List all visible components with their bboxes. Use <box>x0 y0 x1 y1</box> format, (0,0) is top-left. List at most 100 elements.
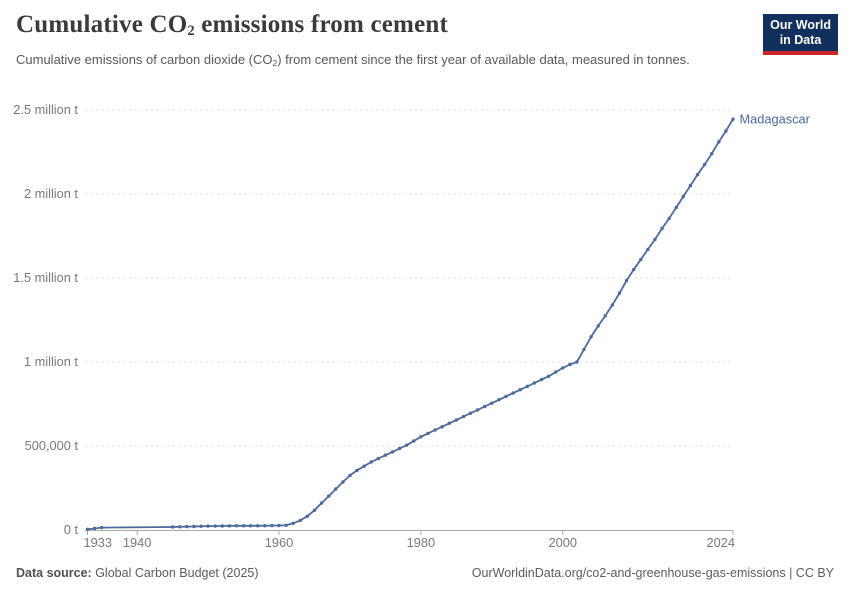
data-point-marker <box>454 418 459 422</box>
chart-title-subscript: 2 <box>187 23 195 40</box>
y-tick-label: 500,000 t <box>25 438 79 453</box>
chart-subtitle: Cumulative emissions of carbon dioxide (… <box>16 51 732 69</box>
y-tick-label: 2.5 million t <box>13 102 78 117</box>
data-point-marker <box>92 526 97 531</box>
data-point-marker <box>639 257 643 262</box>
chart-title: Cumulative CO2 emissions from cement <box>16 11 448 39</box>
data-point-marker <box>412 439 416 443</box>
series-markers <box>85 117 735 531</box>
data-point-marker <box>376 456 380 461</box>
chart-footer: Data source: Global Carbon Budget (2025)… <box>16 566 834 580</box>
x-tick-label: 1960 <box>265 535 293 550</box>
data-point-marker <box>440 425 444 429</box>
data-point-marker <box>390 450 395 454</box>
data-point-marker <box>397 446 402 451</box>
x-axis <box>85 530 734 535</box>
series-entity-label[interactable]: Madagascar <box>740 111 811 126</box>
data-point-marker <box>724 129 728 133</box>
y-tick-label: 0 t <box>64 522 79 537</box>
data-point-marker <box>681 194 685 199</box>
data-point-marker <box>532 381 537 385</box>
data-point-marker <box>695 173 700 177</box>
data-point-marker <box>241 524 246 528</box>
data-point-marker <box>646 247 650 252</box>
chart-title-text: Cumulative CO <box>16 11 188 38</box>
owid-logo[interactable]: Our World in Data <box>763 14 838 55</box>
data-point-marker <box>468 411 473 415</box>
data-point-marker <box>405 443 409 447</box>
x-tick-label: 1940 <box>123 535 151 550</box>
data-point-marker <box>497 398 501 402</box>
data-point-marker <box>475 408 480 412</box>
data-source-value: Global Carbon Budget (2025) <box>91 566 259 580</box>
data-point-marker <box>617 291 622 295</box>
chart-title-text-end: emissions from cement <box>194 11 449 38</box>
x-axis-labels: 1933 1940 1960 1980 2000 2024 <box>84 535 736 550</box>
data-point-marker <box>213 524 217 528</box>
data-point-marker <box>170 525 175 529</box>
data-point-marker <box>383 453 388 457</box>
x-tick-label: 1980 <box>407 535 435 550</box>
data-point-marker <box>277 523 281 528</box>
y-tick-label: 2 million t <box>24 186 78 201</box>
data-point-marker <box>220 524 224 528</box>
chart-subtitle-subscript: 2 <box>272 57 278 68</box>
data-point-marker <box>284 523 288 527</box>
data-point-marker <box>327 494 331 498</box>
data-point-marker <box>447 421 451 425</box>
owid-logo-line2: in Data <box>779 33 822 47</box>
data-point-marker <box>263 524 267 528</box>
data-source-label: Data source: <box>16 566 92 580</box>
data-point-marker <box>348 473 352 478</box>
data-point-marker <box>539 377 544 382</box>
chart-subtitle-text: Cumulative emissions of carbon dioxide (… <box>16 52 273 67</box>
data-point-marker <box>710 152 714 156</box>
data-point-marker <box>192 524 196 529</box>
data-point-marker <box>185 524 189 529</box>
data-point-marker <box>341 480 345 484</box>
data-point-marker <box>100 525 104 530</box>
owid-logo-line1: Our World <box>770 18 831 32</box>
y-tick-label: 1.5 million t <box>13 270 78 285</box>
data-point-marker <box>85 527 90 531</box>
credit-url: OurWorldinData.org/co2-and-greenhouse-ga… <box>471 566 834 580</box>
data-point-marker <box>674 205 678 210</box>
y-tick-label: 1 million t <box>24 354 78 369</box>
data-point-marker <box>206 524 210 528</box>
data-point-marker <box>369 460 373 464</box>
data-point-marker <box>568 362 572 367</box>
data-point-marker <box>490 401 494 405</box>
x-tick-label: 2000 <box>549 535 577 550</box>
data-point-marker <box>610 303 615 307</box>
data-point-marker <box>575 360 579 364</box>
data-point-marker <box>248 524 253 528</box>
data-point-marker <box>653 237 657 242</box>
data-source: Data source: Global Carbon Budget (2025) <box>16 566 259 580</box>
data-point-marker <box>270 523 274 528</box>
data-point-marker <box>312 508 317 512</box>
series-line <box>86 118 734 531</box>
data-point-marker <box>667 216 671 221</box>
data-point-marker <box>504 394 508 399</box>
data-point-marker <box>660 226 664 231</box>
data-point-marker <box>199 524 203 528</box>
data-point-marker <box>483 404 487 409</box>
data-point-marker <box>362 464 366 468</box>
data-point-marker <box>461 414 466 419</box>
data-point-marker <box>433 428 437 432</box>
data-point-marker <box>291 521 295 525</box>
data-point-marker <box>632 267 636 272</box>
data-point-marker <box>688 183 693 188</box>
data-point-marker <box>355 468 359 473</box>
data-point-marker <box>334 487 338 491</box>
chart-subtitle-text-end: ) from cement since the first year of av… <box>277 52 690 67</box>
data-point-marker <box>603 314 607 318</box>
data-point-marker <box>702 162 707 167</box>
data-point-marker <box>518 388 522 392</box>
y-gridlines <box>85 109 733 447</box>
data-point-marker <box>596 324 600 328</box>
data-point-marker <box>178 525 182 529</box>
data-point-marker <box>234 524 239 528</box>
data-point-marker <box>305 514 310 518</box>
